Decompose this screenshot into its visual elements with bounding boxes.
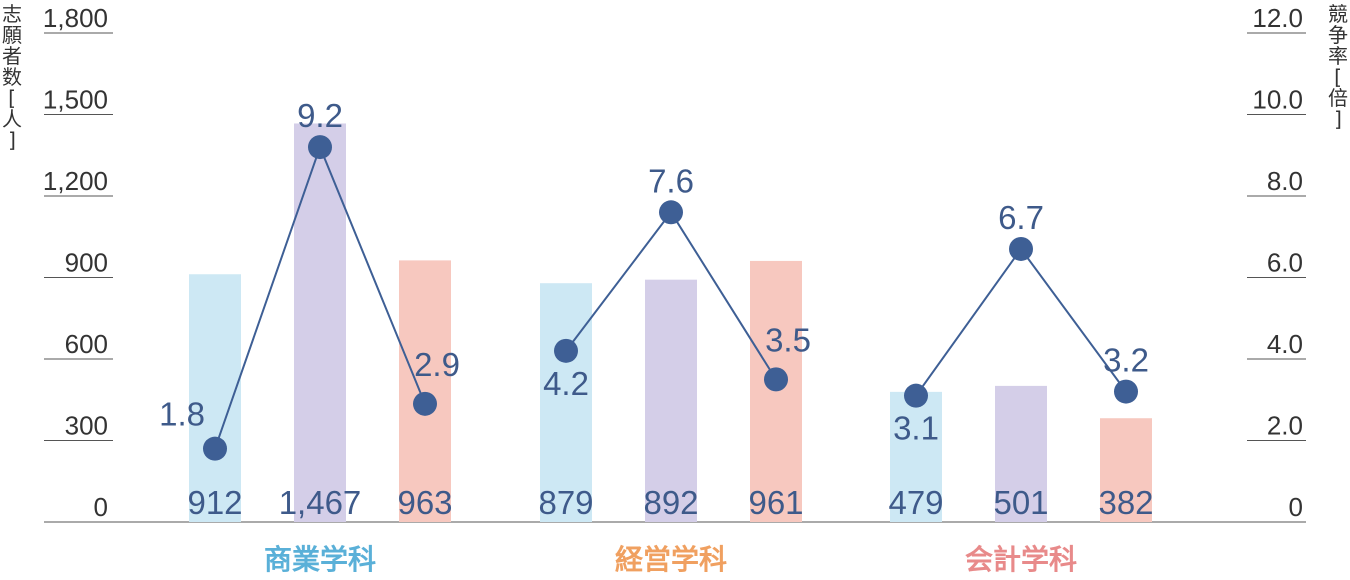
rate-value-label: 7.6 (648, 162, 694, 199)
left-tick-label: 600 (65, 329, 108, 359)
left-tick-label: 1,500 (43, 85, 108, 115)
bar-value-label: 912 (187, 484, 242, 521)
rate-point (203, 436, 227, 461)
left-axis-title: 志 願 者 数 [ 人 ] (2, 2, 22, 152)
rate-value-label: 3.1 (893, 410, 939, 447)
rate-value-label: 3.5 (765, 321, 811, 358)
right-tick-label: 8.0 (1267, 166, 1303, 196)
bar (750, 260, 802, 522)
rate-value-label: 1.8 (159, 396, 205, 433)
rate-value-label: 6.7 (998, 199, 1044, 236)
bar-value-label: 892 (643, 484, 698, 521)
bar-value-label: 961 (748, 484, 803, 521)
right-tick-label: 12.0 (1252, 3, 1303, 33)
rate-point (1114, 379, 1138, 404)
right-tick-label: 2.0 (1267, 411, 1303, 441)
rate-value-label: 2.9 (414, 346, 460, 383)
rate-value-label: 4.2 (543, 365, 589, 402)
rate-point (764, 367, 788, 392)
left-tick-label: 1,200 (43, 166, 108, 196)
bar-value-label: 382 (1098, 484, 1153, 521)
right-tick-label: 4.0 (1267, 329, 1303, 359)
rate-point (554, 338, 578, 363)
bar (890, 391, 942, 522)
bar-value-label: 501 (993, 484, 1048, 521)
bar (1100, 418, 1152, 522)
right-tick-label: 0 (1289, 492, 1303, 522)
right-axis-title: 競 争 率 [ 倍 ] (1328, 2, 1348, 131)
rate-point (659, 200, 683, 225)
left-tick-label: 300 (65, 411, 108, 441)
bar-value-label: 879 (538, 484, 593, 521)
right-tick-label: 6.0 (1267, 248, 1303, 278)
bar (995, 385, 1047, 522)
rate-value-label: 9.2 (297, 97, 343, 134)
category-label: 経営学科 (615, 543, 727, 576)
left-tick-label: 900 (65, 248, 108, 278)
bar (645, 279, 697, 522)
rate-point (308, 135, 332, 160)
bar (399, 260, 451, 522)
rate-point (904, 383, 928, 408)
right-tick-label: 10.0 (1252, 85, 1303, 115)
rate-point (1009, 236, 1033, 261)
bar-value-label: 1,467 (279, 484, 362, 521)
bar-value-label: 479 (888, 484, 943, 521)
rate-point (413, 391, 437, 416)
category-label: 会計学科 (965, 543, 1077, 576)
rate-value-label: 3.2 (1103, 342, 1149, 379)
bar (294, 123, 346, 522)
rate-line (915, 247, 1127, 397)
left-tick-label: 1,800 (43, 3, 108, 33)
left-tick-label: 0 (94, 492, 108, 522)
bar-value-label: 963 (397, 484, 452, 521)
bar (540, 283, 592, 522)
category-label: 商業学科 (264, 543, 376, 576)
